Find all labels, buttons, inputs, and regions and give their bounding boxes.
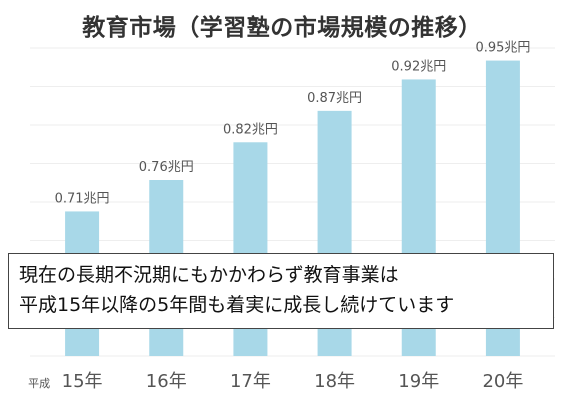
- category-label-5: 19年: [398, 371, 439, 392]
- category-prefix-label: 平成: [28, 377, 50, 390]
- category-label-6: 20年: [482, 371, 523, 392]
- chart-title: 教育市場（学習塾の市場規模の推移）: [82, 15, 482, 41]
- category-label-1: 15年: [62, 371, 103, 392]
- annotation-box: 現在の長期不況期にもかかわらず教育事業は 平成15年以降の5年間も着実に成長し続…: [8, 253, 554, 329]
- data-label-4: 0.87兆円: [307, 91, 362, 106]
- category-label-2: 16年: [146, 371, 187, 392]
- annotation-line-1: 現在の長期不況期にもかかわらず教育事業は: [19, 264, 399, 286]
- data-label-2: 0.76兆円: [139, 160, 194, 175]
- data-label-1: 0.71兆円: [55, 191, 110, 206]
- data-label-3: 0.82兆円: [223, 122, 278, 137]
- category-label-4: 18年: [314, 371, 355, 392]
- category-label-3: 17年: [230, 371, 271, 392]
- data-label-6: 0.95兆円: [475, 41, 530, 56]
- annotation-line-2: 平成15年以降の5年間も着実に成長し続けています: [19, 294, 455, 316]
- data-label-5: 0.92兆円: [391, 59, 446, 74]
